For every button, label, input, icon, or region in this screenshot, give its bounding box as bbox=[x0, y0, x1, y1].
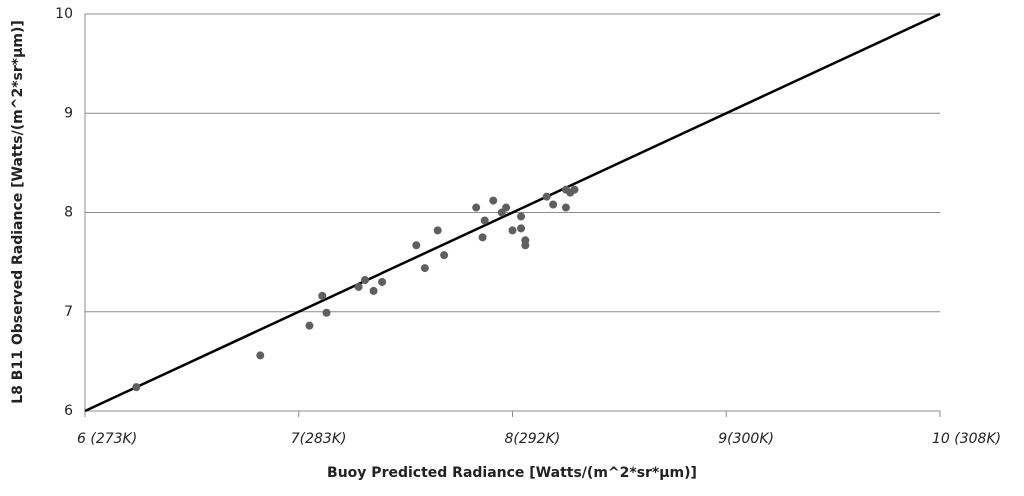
x-tick-label: 7(283K) bbox=[291, 431, 347, 447]
y-axis-label: L8 B11 Observed Radiance [Watts/(m^2*sr*… bbox=[10, 20, 26, 404]
data-point bbox=[318, 291, 327, 300]
data-point bbox=[478, 233, 487, 242]
x-tick-label: 9(300K) bbox=[718, 431, 774, 447]
data-point bbox=[521, 241, 530, 250]
data-point bbox=[440, 251, 449, 260]
data-point bbox=[369, 286, 378, 295]
data-point bbox=[542, 192, 551, 201]
data-point bbox=[502, 203, 511, 212]
data-point bbox=[517, 224, 526, 233]
y-tick-label: 10 bbox=[55, 6, 73, 22]
reference-line bbox=[84, 12, 941, 413]
data-point bbox=[570, 185, 579, 194]
data-point bbox=[489, 196, 498, 205]
data-point bbox=[132, 383, 141, 392]
y-tick-label: 7 bbox=[64, 304, 73, 320]
data-point bbox=[517, 212, 526, 221]
data-point bbox=[420, 264, 429, 273]
data-point bbox=[472, 203, 481, 212]
data-point bbox=[305, 321, 314, 330]
y-tick-label: 9 bbox=[64, 105, 73, 121]
data-point bbox=[549, 200, 558, 209]
data-point bbox=[361, 275, 370, 284]
data-point bbox=[354, 282, 363, 291]
data-point bbox=[480, 216, 489, 225]
data-point bbox=[508, 226, 517, 235]
data-point bbox=[561, 203, 570, 212]
data-point bbox=[433, 226, 442, 235]
data-point bbox=[378, 277, 387, 286]
x-tick-label: 8(292K) bbox=[505, 431, 561, 447]
x-tick-label: 6 (273K) bbox=[77, 431, 137, 447]
x-axis-label: Buoy Predicted Radiance [Watts/(m^2*sr*µ… bbox=[327, 465, 697, 481]
y-tick-label: 6 bbox=[64, 403, 73, 419]
x-tick-label: 10 (308K) bbox=[932, 431, 1001, 447]
data-point bbox=[322, 308, 331, 317]
data-point bbox=[412, 241, 421, 250]
y-tick-label: 8 bbox=[64, 205, 73, 221]
data-point bbox=[256, 351, 265, 360]
